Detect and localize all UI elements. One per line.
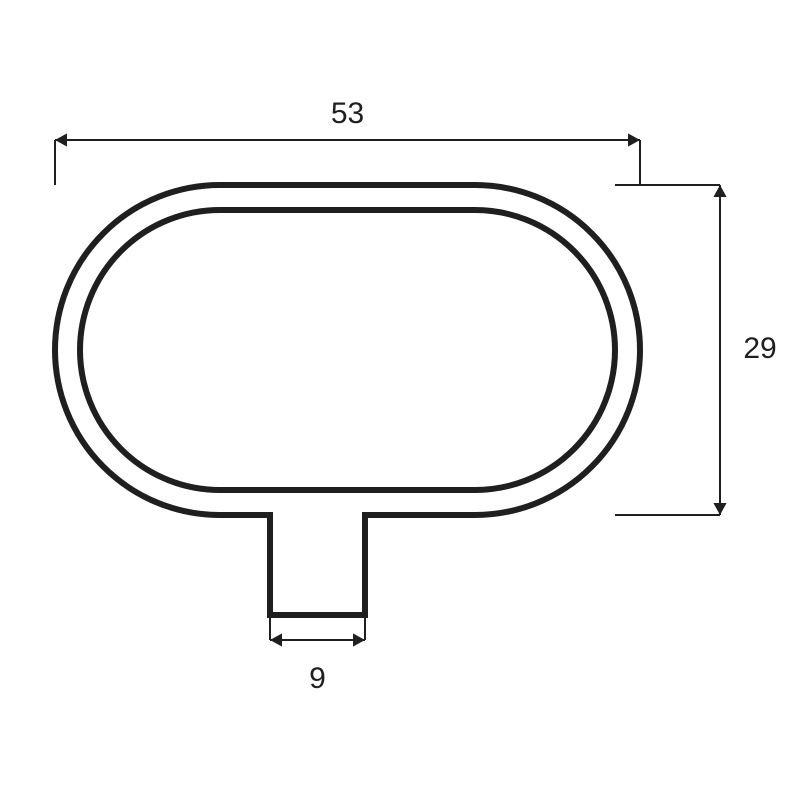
outer-outline bbox=[55, 185, 640, 615]
dimension-width: 53 bbox=[55, 97, 640, 185]
dimension-arrowhead bbox=[713, 185, 726, 197]
dimension-arrowhead bbox=[628, 133, 640, 146]
dimension-value: 9 bbox=[309, 662, 326, 695]
dimension-arrowhead bbox=[353, 633, 365, 646]
dimension-arrowhead bbox=[55, 133, 67, 146]
dimension-notch: 9 bbox=[270, 615, 365, 695]
inner-outline bbox=[80, 210, 615, 490]
dimension-value: 29 bbox=[743, 332, 776, 365]
dimension-value: 53 bbox=[331, 97, 364, 130]
dimension-arrowhead bbox=[270, 633, 282, 646]
dimension-arrowhead bbox=[713, 503, 726, 515]
